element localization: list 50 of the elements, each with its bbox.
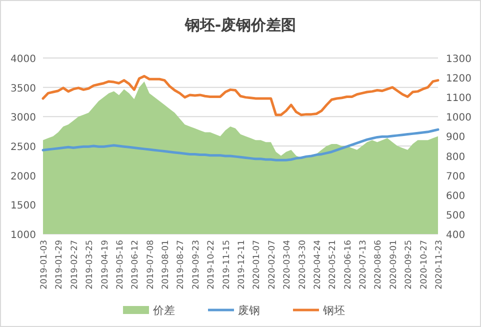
x-tick-label: 2019-07-08 [146,240,156,290]
x-tick-label: 2020-03-30 [298,240,308,290]
y2-tick-label: 1300 [446,54,472,65]
x-tick-label: 2020-06-16 [343,240,354,290]
y-tick-label: 3500 [10,83,36,94]
y-tick-label: 4000 [10,54,36,65]
y-tick-label: 2000 [10,171,36,182]
x-tick-label: 2020-01-07 [252,240,262,290]
x-tick-label: 2019-04-19 [100,240,110,290]
x-tick-label: 2019-05-16 [115,240,126,290]
x-tick-label: 2019-12-11 [237,240,247,290]
legend-label: 废钢 [238,304,260,317]
x-tick-label: 2020-11-23 [434,240,444,290]
x-tick-label: 2019-09-23 [191,240,202,290]
x-tick-label: 2019-10-22 [206,240,217,290]
y2-tick-label: 500 [446,210,466,222]
legend-label: 钢坯 [322,304,345,317]
x-tick-label: 2020-04-24 [312,240,323,290]
x-tick-label: 2020-03-04 [282,240,293,290]
y2-tick-label: 600 [446,190,466,202]
x-tick-label: 2020-08-06 [374,240,384,290]
x-tick-label: 2019-01-03 [40,240,50,290]
y-tick-label: 1000 [10,230,36,241]
y-tick-label: 3000 [10,112,36,124]
y2-tick-label: 700 [446,171,466,182]
x-tick-label: 2019-02-27 [70,240,80,290]
x-tick-label: 2019-11-15 [222,240,232,290]
y-tick-label: 1500 [10,200,36,212]
y2-tick-label: 1000 [446,112,472,124]
x-tick-label: 2020-02-07 [267,240,278,290]
legend-label: 价差 [152,304,175,317]
x-tick-label: 2020-09-25 [404,240,414,290]
y2-tick-label: 400 [446,230,466,241]
x-tick-label: 2020-05-21 [328,240,338,290]
line-series [42,74,440,116]
x-tick-label: 2020-07-13 [358,240,369,290]
y2-tick-label: 1200 [446,74,472,85]
y2-tick-label: 800 [446,152,466,163]
chart-title: 钢坯-废钢价差图 [184,16,296,34]
y-tick-label: 2500 [10,142,36,153]
x-tick-label: 2019-06-12 [130,240,141,290]
y2-tick-label: 1100 [446,93,472,104]
x-tick-label: 2019-08-01 [161,240,172,290]
x-tick-label: 2020-10-27 [419,240,430,290]
x-tick-label: 2019-08-27 [176,240,186,290]
line-series [42,128,440,162]
y2-tick-label: 900 [446,132,466,144]
x-tick-label: 2019-03-25 [85,240,96,290]
x-tick-label: 2019-01-29 [54,240,65,290]
x-tick-label: 2020-09-01 [388,240,399,290]
